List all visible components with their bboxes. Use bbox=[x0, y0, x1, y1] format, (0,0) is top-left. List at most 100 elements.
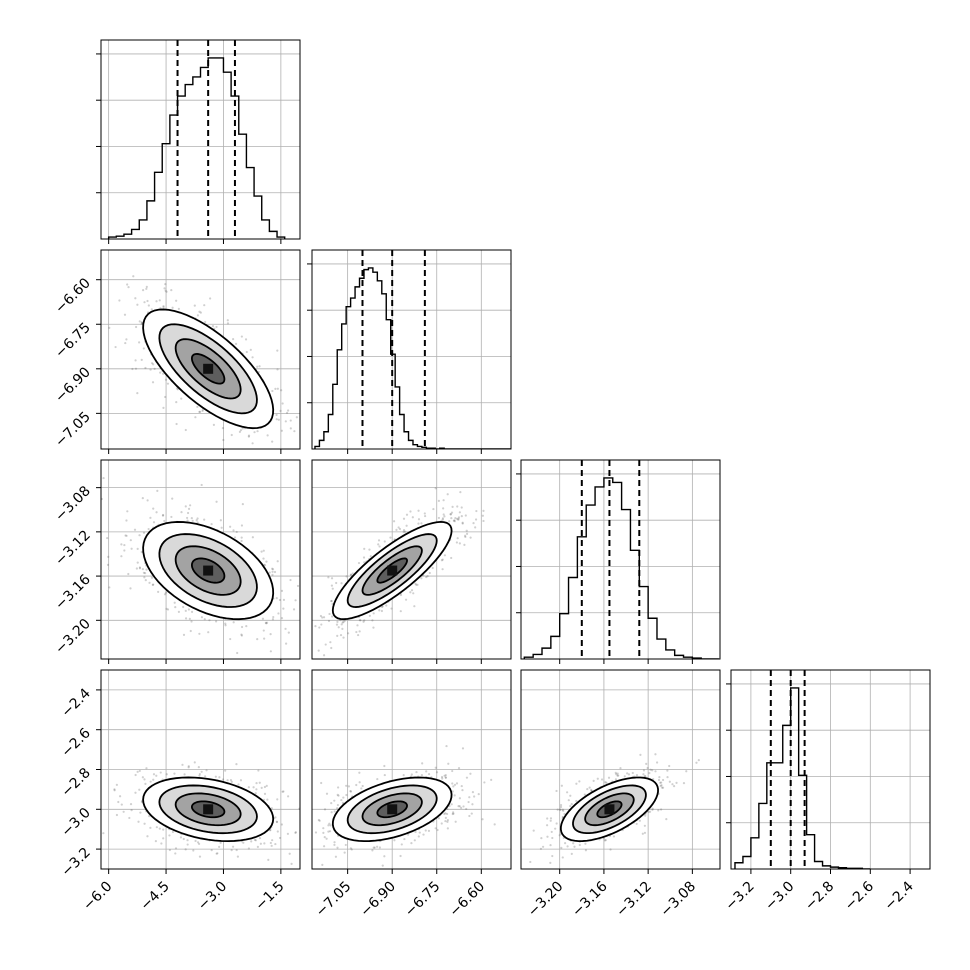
sample-point bbox=[108, 326, 111, 329]
sample-point bbox=[175, 299, 178, 302]
sample-point bbox=[399, 854, 402, 858]
sample-point bbox=[220, 526, 223, 529]
sample-point bbox=[150, 308, 153, 311]
sample-point bbox=[415, 770, 418, 774]
sample-point bbox=[660, 808, 663, 811]
sample-point bbox=[442, 507, 445, 510]
sample-point bbox=[465, 529, 468, 532]
sample-point bbox=[437, 516, 441, 520]
sample-point bbox=[453, 520, 456, 523]
sample-point bbox=[174, 852, 177, 855]
y-tick-label: −3.08 bbox=[52, 483, 94, 525]
sample-point bbox=[275, 413, 278, 417]
sample-point bbox=[240, 625, 244, 629]
sample-point bbox=[446, 827, 449, 830]
sample-point bbox=[340, 623, 343, 626]
sample-point bbox=[286, 832, 290, 835]
sample-point bbox=[540, 837, 543, 840]
sample-point bbox=[481, 514, 484, 517]
sample-point bbox=[573, 845, 576, 848]
sample-point bbox=[276, 798, 279, 801]
sample-point bbox=[143, 572, 147, 575]
sample-point bbox=[358, 619, 361, 622]
sample-point bbox=[324, 643, 327, 646]
sample-point bbox=[164, 283, 167, 286]
sample-point bbox=[294, 831, 297, 834]
sample-point bbox=[281, 790, 284, 793]
sample-point bbox=[309, 820, 311, 822]
sample-point bbox=[644, 775, 647, 778]
sample-point bbox=[575, 782, 578, 785]
sample-point bbox=[471, 791, 475, 794]
sample-point bbox=[249, 348, 252, 351]
sample-point bbox=[366, 875, 368, 877]
sample-point bbox=[323, 808, 327, 811]
sample-point bbox=[276, 387, 279, 390]
sample-point bbox=[612, 835, 616, 838]
sample-point bbox=[229, 779, 233, 782]
sample-point bbox=[413, 605, 416, 608]
sample-point bbox=[341, 801, 345, 804]
sample-point bbox=[280, 823, 283, 826]
sample-point bbox=[685, 770, 688, 773]
sample-point bbox=[356, 633, 360, 637]
sample-point bbox=[333, 841, 336, 844]
sample-point bbox=[546, 817, 549, 820]
sample-point bbox=[402, 774, 405, 777]
sample-point bbox=[549, 844, 552, 847]
sample-point bbox=[239, 779, 243, 782]
sample-point bbox=[559, 805, 563, 809]
sample-point bbox=[211, 325, 215, 328]
sample-point bbox=[190, 610, 194, 614]
sample-point bbox=[254, 839, 257, 842]
sample-point bbox=[230, 848, 233, 852]
sample-point bbox=[140, 550, 143, 554]
sample-point bbox=[140, 322, 143, 325]
sample-point bbox=[234, 342, 238, 345]
sample-point bbox=[190, 516, 193, 520]
sample-point bbox=[280, 589, 284, 592]
sample-point bbox=[458, 511, 461, 514]
sample-point bbox=[405, 524, 408, 527]
sample-point bbox=[321, 616, 324, 619]
sample-point bbox=[266, 798, 269, 801]
sample-point bbox=[230, 433, 233, 437]
panel-frame bbox=[311, 669, 512, 870]
sample-point bbox=[125, 534, 128, 537]
sample-point bbox=[399, 593, 403, 597]
sample-point bbox=[442, 499, 445, 502]
sample-point bbox=[607, 776, 611, 779]
sample-point bbox=[235, 530, 238, 534]
sample-point bbox=[336, 620, 339, 623]
sample-point bbox=[461, 522, 464, 525]
sample-point bbox=[271, 618, 275, 621]
sample-point bbox=[456, 505, 459, 508]
sample-point bbox=[138, 534, 141, 537]
sample-point bbox=[130, 547, 133, 550]
sample-point bbox=[120, 803, 123, 806]
sample-point bbox=[336, 846, 339, 849]
sample-point bbox=[322, 616, 326, 619]
sample-point bbox=[377, 539, 381, 542]
sample-point bbox=[425, 575, 428, 579]
sample-point bbox=[154, 840, 157, 843]
sample-point bbox=[672, 785, 676, 788]
sample-point bbox=[268, 453, 270, 455]
sample-point bbox=[444, 819, 447, 823]
sample-point bbox=[468, 796, 471, 799]
sample-point bbox=[229, 637, 232, 641]
sample-point bbox=[177, 307, 180, 310]
sample-point bbox=[378, 609, 381, 612]
sample-point bbox=[155, 511, 158, 514]
sample-point bbox=[278, 836, 282, 840]
sample-point bbox=[294, 599, 297, 602]
sample-point bbox=[361, 784, 364, 788]
sample-point bbox=[136, 770, 139, 773]
sample-point bbox=[255, 450, 257, 452]
sample-point bbox=[196, 405, 199, 408]
sample-point bbox=[590, 788, 593, 791]
sample-point bbox=[290, 653, 292, 655]
sample-point bbox=[141, 568, 145, 571]
sample-point bbox=[343, 619, 346, 622]
